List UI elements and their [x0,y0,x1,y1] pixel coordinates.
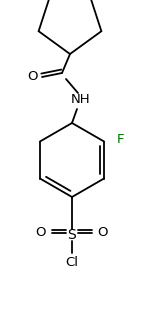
Text: O: O [36,225,46,238]
Text: Cl: Cl [65,257,78,270]
Text: F: F [116,133,124,146]
Text: S: S [68,228,76,242]
Text: NH: NH [71,93,91,106]
Text: O: O [27,69,37,82]
Text: O: O [98,225,108,238]
